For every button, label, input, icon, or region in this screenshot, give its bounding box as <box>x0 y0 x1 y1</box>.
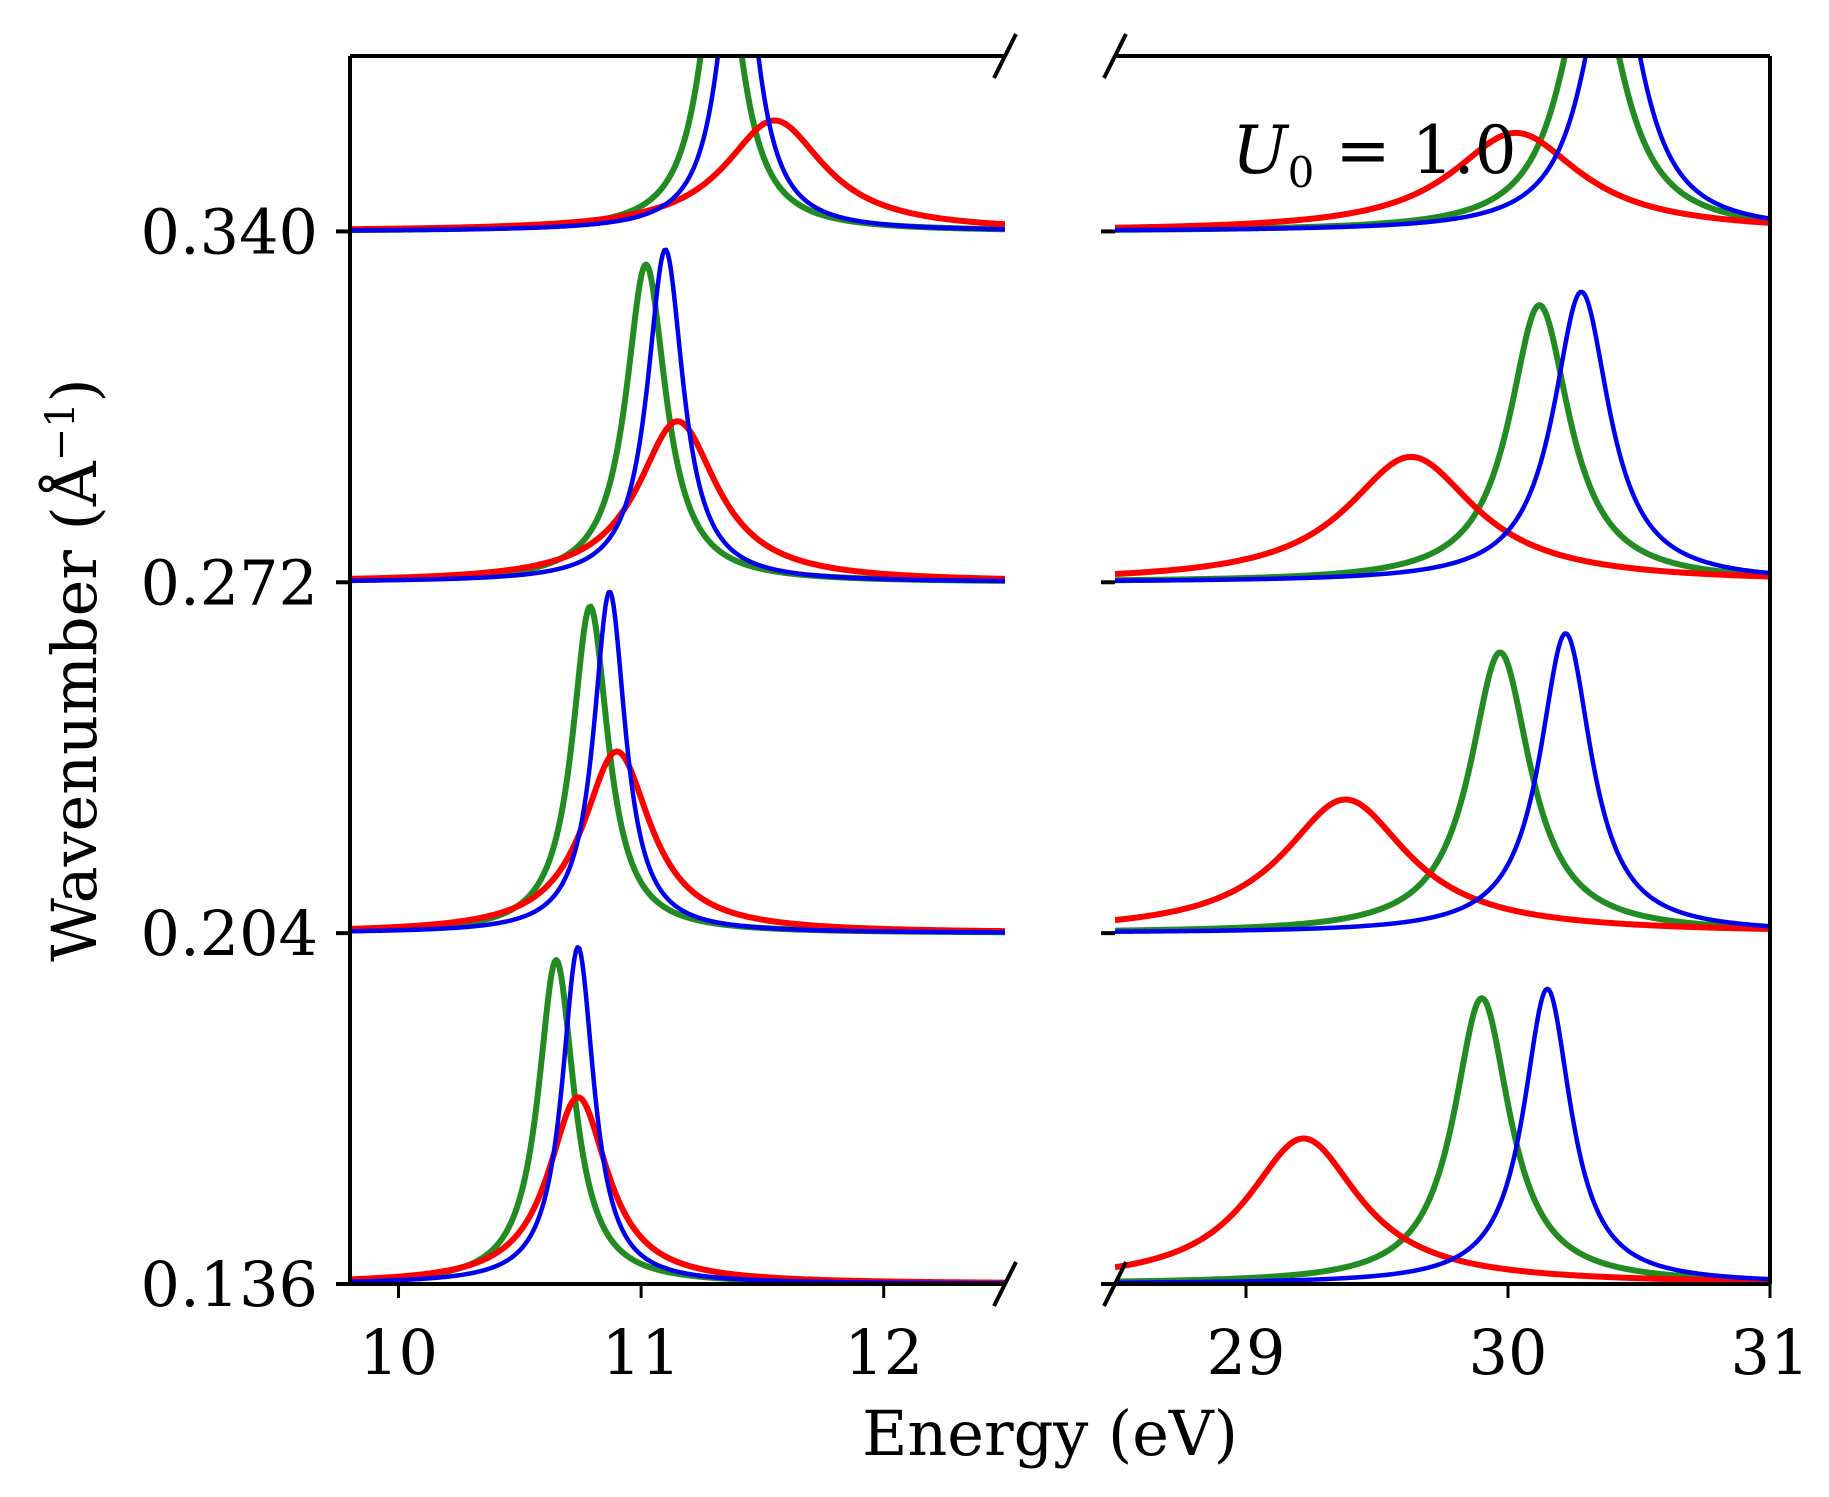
green-curve-left-spectrum-1 <box>350 956 1005 1284</box>
y-tick-label: 0.272 <box>141 546 319 619</box>
break-mark-left-top <box>992 33 1018 79</box>
y-tick-label: 0.340 <box>141 195 319 268</box>
right-panel-frame <box>1115 54 1772 1286</box>
red-curve-left-spectrum-3 <box>350 418 1005 582</box>
red-curve-left-spectrum-4 <box>350 117 1005 233</box>
left-panel-frame <box>348 54 1005 1286</box>
red-curve-right-spectrum-4 <box>1115 129 1770 231</box>
blue-curve-left-spectrum-3 <box>350 247 1005 584</box>
red-curve-right-spectrum-2 <box>1115 796 1770 932</box>
y-axis-label: Wavenumber (Å−1) <box>38 378 111 962</box>
red-curve-right-spectrum-3 <box>1115 453 1770 580</box>
green-curve-left-spectrum-2 <box>350 603 1005 936</box>
x-tick-label: 30 <box>1469 1316 1548 1389</box>
green-curve-right-spectrum-3 <box>1115 302 1770 584</box>
y-tick-label: 0.204 <box>141 897 319 970</box>
x-axis-label: Energy (eV) <box>862 1397 1238 1470</box>
blue-curve-right-spectrum-3 <box>1115 289 1770 583</box>
green-curve-right-spectrum-1 <box>1115 995 1770 1284</box>
x-axis-ticks: 10 11 12 29 30 31 <box>359 1284 1809 1389</box>
break-mark-right-top <box>1102 33 1128 79</box>
break-mark-left-bottom <box>992 1261 1018 1307</box>
y-axis-ticks: 0.136 0.204 0.272 0.340 <box>141 195 1115 1321</box>
blue-curve-left-spectrum-1 <box>350 944 1005 1284</box>
blue-curve-right-spectrum-1 <box>1115 986 1770 1284</box>
red-curve-right-spectrum-1 <box>1115 1135 1770 1284</box>
x-tick-label: 12 <box>844 1316 923 1389</box>
y-tick-label: 0.136 <box>141 1248 319 1321</box>
x-tick-label: 31 <box>1731 1316 1810 1389</box>
right-panel-curves <box>1115 56 1770 1284</box>
x-tick-label: 11 <box>602 1316 681 1389</box>
red-curve-left-spectrum-1 <box>350 1094 1005 1284</box>
u0-annotation: U0 = 1.0 <box>1232 112 1517 197</box>
x-tick-label: 10 <box>359 1316 438 1389</box>
blue-curve-right-spectrum-4 <box>1115 56 1770 233</box>
blue-curve-left-spectrum-2 <box>350 589 1005 935</box>
left-panel-curves <box>350 56 1005 1284</box>
x-tick-label: 29 <box>1207 1316 1286 1389</box>
green-curve-right-spectrum-2 <box>1115 649 1770 934</box>
blue-curve-left-spectrum-4 <box>350 56 1005 233</box>
blue-curve-right-spectrum-2 <box>1115 631 1770 934</box>
red-curve-left-spectrum-2 <box>350 748 1005 935</box>
axis-break-marks <box>992 33 1128 1307</box>
